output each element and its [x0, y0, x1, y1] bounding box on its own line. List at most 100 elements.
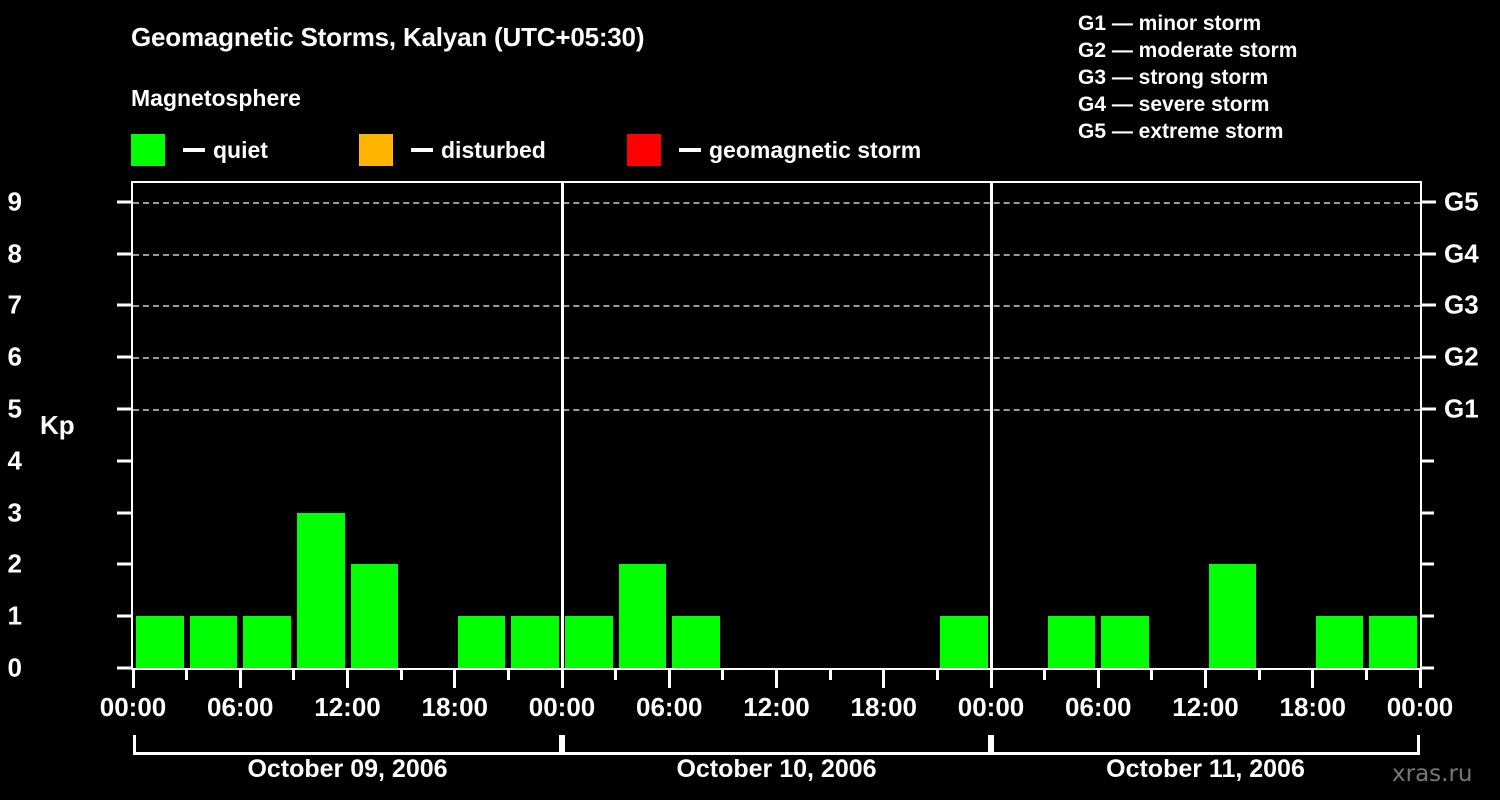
g-scale-legend-line-1: G1 — minor storm	[1078, 12, 1262, 35]
y-tick-mark-7	[117, 303, 131, 307]
y-tick-mark-9	[117, 200, 131, 204]
g-scale-legend-line-2: G2 — moderate storm	[1078, 39, 1298, 62]
x-tick-mark-11	[1311, 670, 1315, 688]
y-tick-label-9: 9	[7, 186, 22, 217]
y-tick-mark-6	[117, 355, 131, 359]
x-tick-label-2: 12:00	[314, 692, 381, 722]
y-tick-mark-2	[117, 562, 131, 566]
x-tick-minor-8	[1043, 670, 1047, 680]
x-tick-label-0: 00:00	[99, 692, 167, 722]
legend-item-quiet[interactable]: quiet	[131, 132, 268, 168]
bar-kp[interactable]	[1047, 616, 1096, 668]
x-tick-label-9: 06:00	[1065, 692, 1132, 722]
day-bracket-1	[133, 735, 562, 755]
g-tick-minor-2	[1422, 562, 1434, 566]
x-tick-mark-1	[238, 670, 242, 688]
x-tick-mark-2	[346, 670, 349, 688]
bar-kp[interactable]	[940, 616, 988, 668]
x-tick-mark-3	[453, 670, 457, 688]
y-tick-mark-4	[117, 459, 131, 463]
bar-kp[interactable]	[1315, 616, 1364, 668]
x-tick-label-11: 18:00	[1279, 692, 1347, 722]
x-tick-mark-0	[131, 670, 135, 688]
day-bracket-3	[991, 735, 1420, 755]
y-tick-label-3: 3	[7, 497, 22, 528]
g-tick-label-G4: G4	[1444, 238, 1479, 269]
g-tick-mark-G3	[1422, 303, 1436, 307]
x-tick-minor-6	[828, 670, 832, 680]
bar-kp[interactable]	[136, 616, 184, 668]
bar-kp[interactable]	[565, 616, 613, 668]
x-tick-minor-3	[506, 670, 510, 680]
g-tick-label-G3: G3	[1444, 289, 1479, 320]
x-tick-mark-10	[1204, 670, 1207, 688]
g-tick-minor-1	[1422, 614, 1434, 618]
gridline-kp-7	[133, 305, 1420, 308]
legend-item-disturbed[interactable]: disturbed	[359, 132, 546, 168]
x-tick-minor-11	[1364, 670, 1368, 680]
x-tick-mark-4	[560, 670, 564, 688]
g-tick-minor-3	[1422, 511, 1434, 515]
day-divider-2	[989, 183, 993, 668]
x-tick-label-8: 00:00	[957, 692, 1025, 722]
bar-kp[interactable]	[1208, 564, 1257, 668]
x-tick-label-5: 06:00	[636, 692, 703, 722]
gridline-kp-8	[133, 253, 1420, 256]
x-tick-minor-9	[1150, 670, 1154, 680]
x-tick-minor-7	[935, 670, 939, 680]
bar-kp[interactable]	[672, 616, 720, 668]
legend-label-quiet: quiet	[213, 136, 268, 163]
day-label-1: October 09, 2006	[247, 755, 448, 783]
y-tick-label-8: 8	[7, 238, 22, 269]
day-divider-1	[560, 183, 564, 668]
y-tick-label-6: 6	[7, 341, 22, 372]
g-tick-label-G2: G2	[1444, 341, 1479, 372]
g-scale-legend: G1 — minor storm G2 — moderate storm G3 — …	[1078, 10, 1297, 145]
bar-kp[interactable]	[1369, 616, 1417, 668]
day-bracket-2	[562, 735, 991, 755]
bar-kp[interactable]	[618, 564, 667, 668]
x-tick-mark-7	[882, 670, 886, 688]
bar-kp[interactable]	[296, 512, 345, 668]
day-label-3: October 11, 2006	[1106, 755, 1305, 783]
bar-kp[interactable]	[243, 616, 291, 668]
legend-label-disturbed: disturbed	[441, 136, 546, 163]
x-tick-label-10: 12:00	[1172, 692, 1239, 722]
x-tick-label-4: 00:00	[528, 692, 596, 722]
gridline-kp-9	[133, 201, 1420, 204]
y-tick-mark-3	[117, 511, 131, 515]
day-label-2: October 10, 2006	[676, 755, 877, 783]
x-tick-mark-9	[1096, 670, 1100, 688]
page-title: Geomagnetic Storms, Kalyan (UTC+05:30)	[131, 22, 645, 52]
x-tick-mark-12	[1418, 670, 1422, 688]
g-tick-mark-G1	[1422, 407, 1436, 411]
legend-swatch-quiet	[131, 134, 165, 166]
legend-label-geomagnetic-storm: geomagnetic storm	[709, 136, 922, 163]
g-tick-label-G1: G1	[1444, 393, 1479, 424]
x-tick-minor-5	[721, 670, 725, 680]
y-tick-label-0: 0	[7, 652, 22, 683]
bar-kp[interactable]	[350, 564, 399, 668]
watermark: xras.ru	[1392, 761, 1473, 787]
bar-kp[interactable]	[511, 616, 559, 668]
g-scale-legend-line-4: G4 — severe storm	[1078, 93, 1270, 116]
bar-kp[interactable]	[1101, 616, 1149, 668]
y-tick-mark-8	[117, 252, 131, 256]
plot-area	[131, 181, 1422, 670]
x-tick-label-1: 06:00	[207, 692, 274, 722]
y-tick-label-4: 4	[7, 445, 22, 476]
bar-kp[interactable]	[457, 616, 506, 668]
legend-item-geomagnetic-storm[interactable]: geomagnetic storm	[627, 132, 921, 168]
g-tick-label-G5: G5	[1444, 186, 1479, 217]
legend-dash-icon	[411, 148, 433, 152]
x-tick-minor-4	[614, 670, 618, 680]
y-tick-label-5: 5	[7, 393, 22, 424]
x-tick-minor-1	[292, 670, 296, 680]
bar-kp[interactable]	[189, 616, 238, 668]
gridline-kp-5	[133, 409, 1420, 411]
x-tick-label-6: 12:00	[743, 692, 810, 722]
g-tick-mark-G4	[1422, 252, 1436, 256]
x-tick-minor-0	[185, 670, 189, 680]
y-axis-title: Kp	[40, 410, 75, 440]
